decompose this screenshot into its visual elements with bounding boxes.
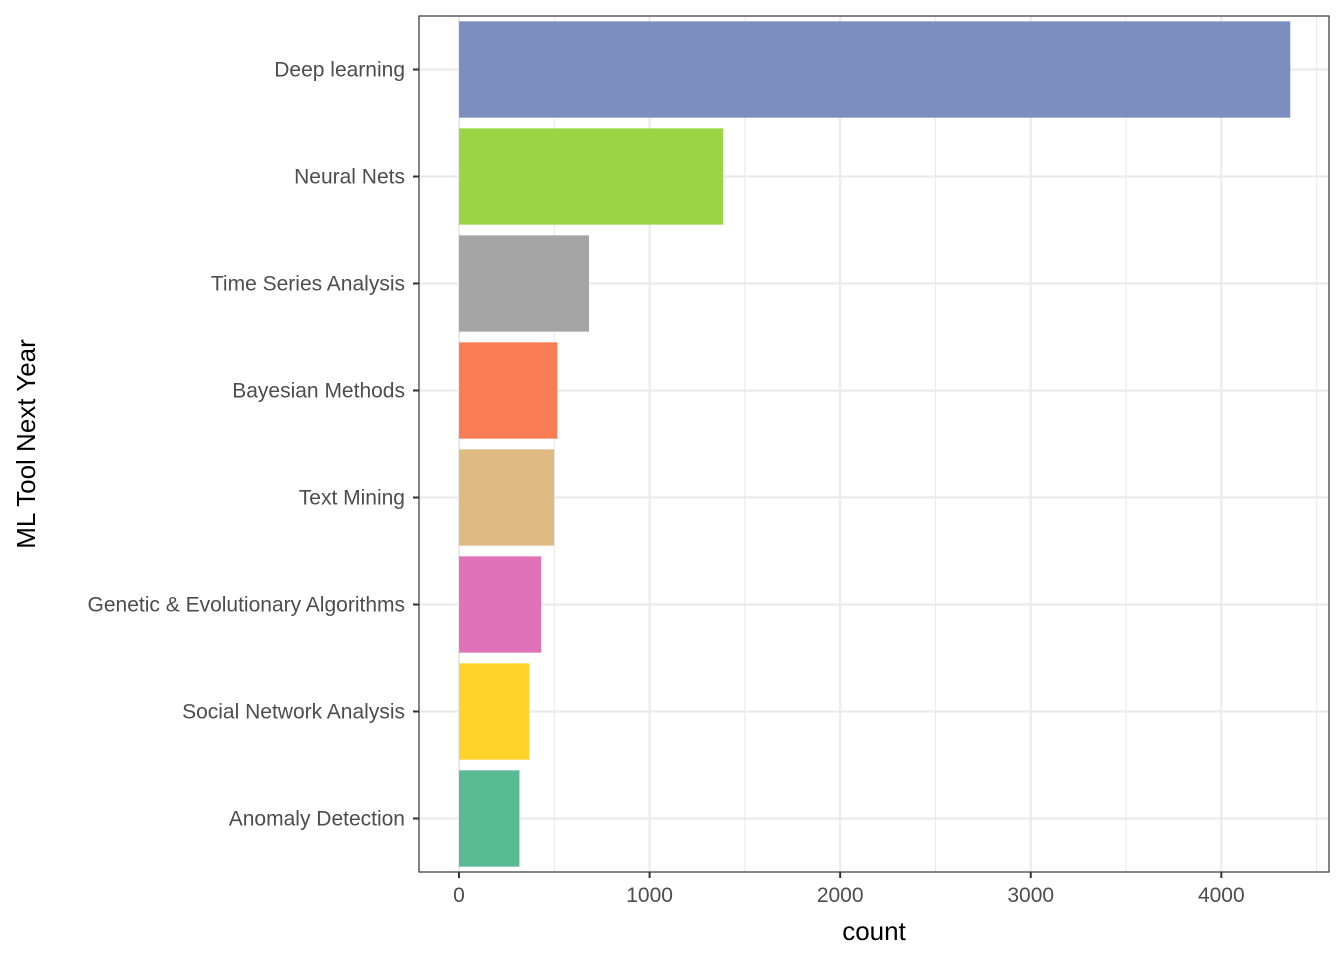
x-axis: 0 1000 2000 3000 4000 bbox=[453, 872, 1245, 907]
y-tick-label: Social Network Analysis bbox=[182, 701, 405, 724]
y-tick-label: Text Mining bbox=[299, 487, 405, 510]
bar-deep-learning bbox=[459, 21, 1291, 118]
bar-text-mining bbox=[459, 449, 555, 546]
bars bbox=[459, 21, 1291, 867]
x-tick-label: 2000 bbox=[817, 884, 864, 907]
y-tick-label: Time Series Analysis bbox=[211, 273, 405, 296]
bar-anomaly-detection bbox=[459, 770, 520, 867]
y-axis: Deep learning Neural Nets Time Series Anal… bbox=[88, 59, 419, 831]
y-tick-label: Genetic & Evolutionary Algorithms bbox=[88, 594, 405, 617]
x-tick-label: 1000 bbox=[626, 884, 673, 907]
y-axis-title: ML Tool Next Year bbox=[11, 339, 41, 549]
bar-social-network-analysis bbox=[459, 663, 530, 760]
x-axis-title: count bbox=[842, 916, 906, 946]
bar-bayesian-methods bbox=[459, 342, 558, 439]
bar-neural-nets bbox=[459, 128, 724, 225]
bar-genetic-evolutionary-algorithms bbox=[459, 556, 542, 653]
y-tick-label: Deep learning bbox=[274, 59, 405, 82]
y-tick-label: Bayesian Methods bbox=[232, 380, 405, 403]
bar-time-series-analysis bbox=[459, 235, 589, 332]
y-tick-label: Neural Nets bbox=[294, 166, 405, 189]
plot-panel-border bbox=[418, 15, 1330, 873]
x-tick-label: 0 bbox=[453, 884, 465, 907]
x-tick-label: 4000 bbox=[1198, 884, 1245, 907]
y-tick-label: Anomaly Detection bbox=[229, 808, 405, 831]
x-tick-label: 3000 bbox=[1007, 884, 1054, 907]
